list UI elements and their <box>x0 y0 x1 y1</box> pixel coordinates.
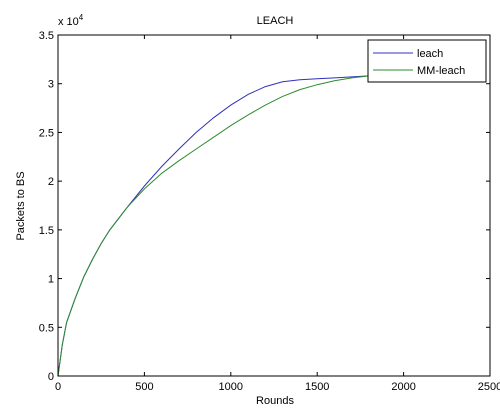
y-axis-ticks: 0 0.5 1 1.5 2 2.5 3 3.5 <box>39 30 490 383</box>
y-tick-label: 2 <box>48 176 54 188</box>
y-tick-label: 3.5 <box>39 30 54 42</box>
y-axis-title: Packets to BS <box>15 171 27 240</box>
x-tick-label: 1500 <box>305 381 329 393</box>
y-tick-label: 2.5 <box>39 127 54 139</box>
plot-area-frame <box>57 34 491 377</box>
legend-box <box>367 39 487 83</box>
x-tick-label: 2000 <box>391 381 415 393</box>
legend-label: MM-leach <box>417 65 465 77</box>
legend-label: leach <box>417 48 443 60</box>
x-tick-label: 2500 <box>478 381 500 393</box>
y-exponent-base: x 10 <box>58 16 79 28</box>
y-tick-label: 0.5 <box>39 322 54 334</box>
chart-title: LEACH <box>257 15 294 27</box>
y-tick-label: 0 <box>48 371 54 383</box>
y-exponent-label: x 104 <box>58 13 84 28</box>
x-tick-label: 0 <box>55 381 61 393</box>
y-exponent-power: 4 <box>79 13 84 22</box>
x-tick-label: 1000 <box>219 381 243 393</box>
x-axis-title: Rounds <box>256 395 294 407</box>
y-tick-label: 3 <box>48 79 54 91</box>
legend: leach MM-leach <box>367 39 487 83</box>
y-tick-label: 1.5 <box>39 225 54 237</box>
y-tick-label: 1 <box>48 274 54 286</box>
x-tick-label: 500 <box>135 381 153 393</box>
